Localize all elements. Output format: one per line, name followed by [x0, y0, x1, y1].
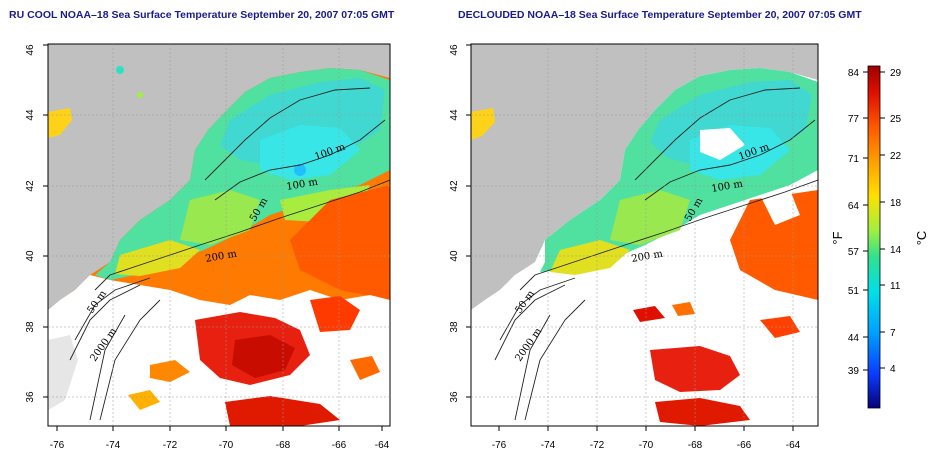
left-lon-ticks: -76 -74 -72 -70 -68 -66 -64 — [50, 440, 390, 451]
lat-tick-label: 44 — [449, 109, 460, 121]
lat-tick-label: 42 — [449, 180, 460, 192]
lon-tick-label: -68 — [688, 440, 703, 451]
lat-tick-label: 36 — [449, 391, 460, 403]
lon-tick-label: -66 — [737, 440, 752, 451]
lon-tick-label: -72 — [590, 440, 605, 451]
lat-tick-label: 46 — [449, 44, 460, 56]
lon-tick-label: -70 — [639, 440, 654, 451]
right-land — [471, 44, 818, 310]
right-lon-ticks: -76 -74 -72 -70 -68 -66 -64 — [492, 440, 801, 451]
lon-tick-label: -74 — [541, 440, 556, 451]
lat-tick-label: 40 — [449, 250, 460, 262]
lon-tick-label: -70 — [219, 440, 234, 451]
lon-tick-label: -66 — [332, 440, 347, 451]
left-map-title: RU COOL NOAA–18 Sea Surface Temperature … — [9, 9, 395, 21]
lat-tick-label: 36 — [25, 391, 36, 403]
lon-tick-label: -64 — [786, 440, 801, 451]
lat-tick-label: 38 — [449, 321, 460, 333]
lon-tick-label: -72 — [163, 440, 178, 451]
left-land — [48, 44, 390, 310]
lon-tick-label: -68 — [276, 440, 291, 451]
right-lat-ticks: 36 38 40 42 44 46 — [449, 44, 460, 403]
lon-tick-label: -74 — [106, 440, 121, 451]
lon-tick-label: -76 — [50, 440, 65, 451]
left-lat-ticks: 36 38 40 42 44 46 — [25, 44, 36, 403]
right-map-title: DECLOUDED NOAA–18 Sea Surface Temperatur… — [458, 9, 862, 21]
lat-tick-label: 42 — [25, 180, 36, 192]
lat-tick-label: 46 — [25, 44, 36, 56]
lat-tick-label: 44 — [25, 109, 36, 121]
lat-tick-label: 38 — [25, 321, 36, 333]
lat-tick-label: 40 — [25, 250, 36, 262]
lon-tick-label: -76 — [492, 440, 507, 451]
lon-tick-label: -64 — [375, 440, 390, 451]
